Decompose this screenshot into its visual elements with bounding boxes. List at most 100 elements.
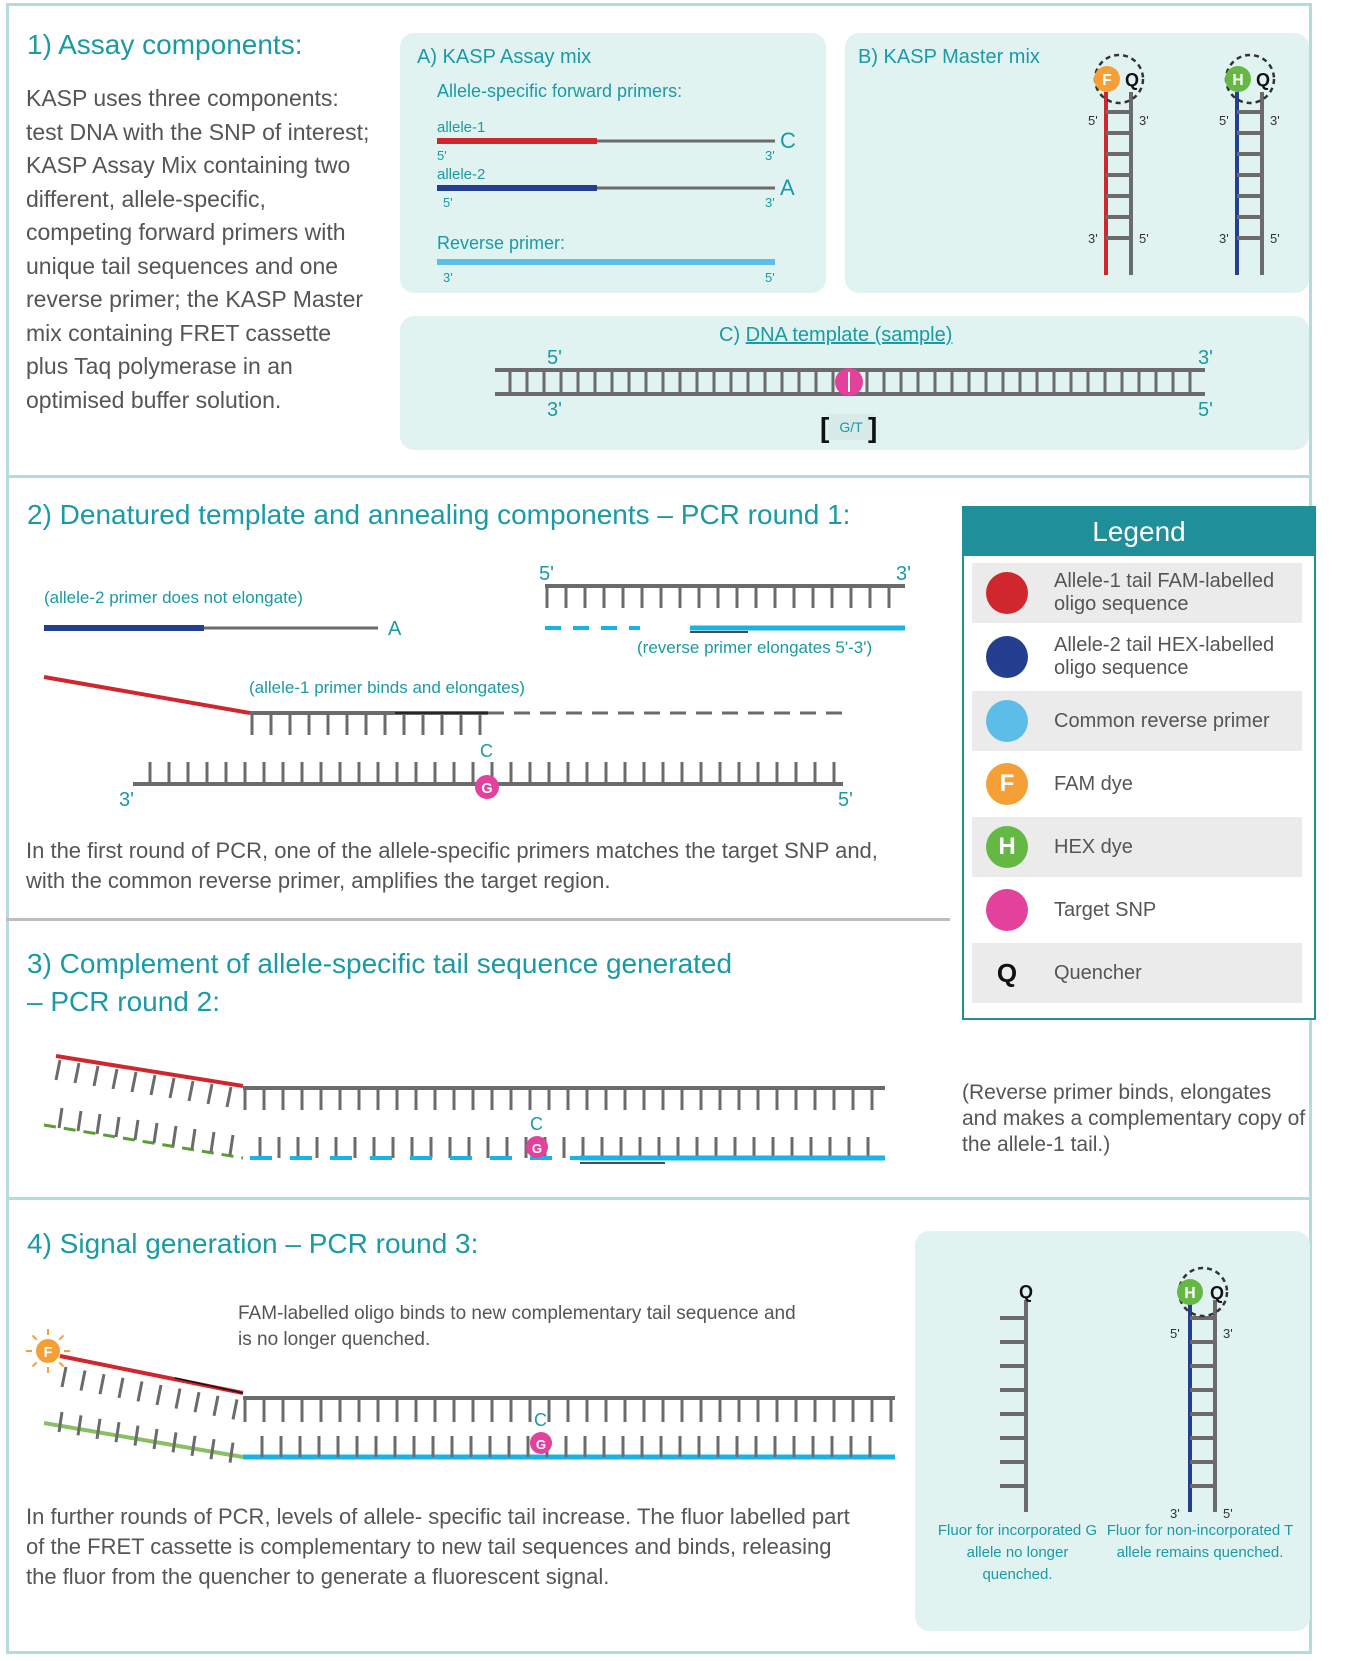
end-5: 5' (1170, 1326, 1180, 1341)
base-tick (57, 1411, 64, 1433)
base-tick (193, 1391, 201, 1413)
glow-ray (58, 1361, 65, 1368)
quencher-icon: Q (1256, 70, 1270, 90)
end-3: 3' (119, 789, 134, 811)
panel-fluor (915, 1231, 1310, 1631)
base-tick (76, 1415, 83, 1436)
base-tick (174, 1388, 182, 1409)
legend-item-label: Allele-1 tail FAM-labelled oligo sequenc… (1054, 570, 1275, 615)
end-3: 3' (1270, 113, 1280, 128)
legend-item: H HEX dye (972, 817, 1302, 877)
separator-3 (6, 1197, 1312, 1200)
end-5: 5' (539, 563, 554, 585)
base-tick (168, 1077, 176, 1099)
end-3: 3' (443, 270, 453, 285)
legend-title: Legend (964, 508, 1314, 556)
base-tick (76, 1110, 83, 1132)
hex-dye-icon (1177, 1279, 1203, 1305)
base-tick (98, 1373, 106, 1395)
snp-alleles: G/T (839, 419, 863, 435)
target-snp-icon-glyph: G (536, 1437, 546, 1452)
end-5: 5' (765, 270, 775, 285)
end-3: 3' (1170, 1506, 1180, 1521)
base-tick (190, 1435, 197, 1457)
base-tick (117, 1377, 125, 1399)
allele2-label: allele-2 (437, 166, 486, 183)
fam-dye-icon (36, 1339, 60, 1363)
base-tick (79, 1370, 87, 1391)
allele2-base: A (388, 618, 402, 640)
legend-swatch-icon: F (986, 763, 1028, 805)
allele1-tail (43, 675, 251, 715)
end-5: 5' (1270, 231, 1280, 246)
end-5: 5' (1088, 113, 1098, 128)
end-3: 3' (896, 563, 911, 585)
direction-arrow (174, 1377, 244, 1394)
legend-item-label: Target SNP (1054, 898, 1157, 921)
base-tick (152, 1122, 159, 1144)
allele1-tail (55, 1054, 244, 1088)
base-tick (73, 1062, 81, 1084)
end-5: 5' (1223, 1506, 1233, 1521)
end-5: 5' (1198, 399, 1213, 421)
section2-heading: 2) Denatured template and annealing comp… (27, 499, 851, 530)
target-snp-icon (475, 775, 499, 799)
end-5: 5' (547, 347, 562, 369)
allele1-label: allele-1 (437, 119, 486, 136)
allele1-base: C (780, 128, 796, 153)
base-tick (231, 1399, 239, 1420)
base-tick (171, 1432, 178, 1453)
panel-assay-mix (400, 33, 826, 293)
complementary-tail (43, 1123, 244, 1160)
base-tick (95, 1418, 102, 1440)
end-3: 3' (1223, 1326, 1233, 1341)
panel-a-title: A) KASP Assay mix (417, 46, 592, 68)
base-c: C (530, 1114, 543, 1134)
dye-icon-glyph: H (1232, 72, 1243, 89)
base-tick (149, 1074, 157, 1096)
panel-c-link: DNA template (sample) (745, 324, 953, 346)
quencher-icon: Q (1125, 70, 1139, 90)
legend-swatch-icon (986, 636, 1028, 678)
section4-note: FAM-labelled oligo binds to new compleme… (238, 1303, 796, 1350)
legend-item-label: Quencher (1054, 961, 1142, 984)
base-tick (130, 1071, 138, 1093)
base-tick (114, 1116, 121, 1138)
allele-specific-tail (43, 1421, 244, 1459)
section4-body: In further rounds of PCR, levels of alle… (26, 1504, 850, 1589)
base-c: C (480, 741, 493, 761)
legend-item-label: HEX dye (1054, 835, 1133, 858)
base-tick (155, 1384, 163, 1406)
legend-item-label: Allele-2 tail HEX-labelled oligo sequenc… (1054, 634, 1275, 679)
target-snp-icon (530, 1432, 552, 1454)
base-tick (171, 1125, 178, 1147)
end-3: 3' (1219, 231, 1229, 246)
separator-1 (6, 475, 1312, 478)
base-tick (187, 1080, 195, 1102)
base-tick (133, 1119, 140, 1141)
legend-item-label: Common reverse primer (1054, 709, 1270, 732)
base-tick (225, 1086, 233, 1108)
target-snp-icon (526, 1136, 548, 1158)
quencher-icon: Q (1210, 1283, 1224, 1303)
panel-c-prefix: C) (719, 324, 746, 346)
hex-dye-icon-glyph: H (1184, 1285, 1195, 1302)
quencher-icon: Q (1019, 1282, 1033, 1302)
end-5: 5' (443, 195, 453, 210)
panel-b-title: B) KASP Master mix (858, 46, 1040, 68)
note-reverse: (reverse primer elongates 5'-3') (637, 638, 873, 657)
legend-item: Allele-1 tail FAM-labelled oligo sequenc… (972, 563, 1302, 623)
legend-swatch-icon: Q (996, 957, 1018, 988)
base-tick (54, 1059, 62, 1081)
fluor-incorporated-note: Fluor for incorporated G allele no longe… (937, 1522, 1098, 1583)
end-3: 3' (547, 399, 562, 421)
section4-heading: 4) Signal generation – PCR round 3: (27, 1228, 479, 1259)
note-allele2: (allele-2 primer does not elongate) (44, 588, 303, 607)
dye-icon (1094, 66, 1120, 92)
end-5: 5' (1219, 113, 1229, 128)
end-5: 5' (838, 789, 853, 811)
separator-2 (6, 918, 950, 921)
bracket-left: [ (820, 412, 829, 443)
legend-swatch-icon: H (986, 826, 1028, 868)
legend-item-label: FAM dye (1054, 772, 1133, 795)
